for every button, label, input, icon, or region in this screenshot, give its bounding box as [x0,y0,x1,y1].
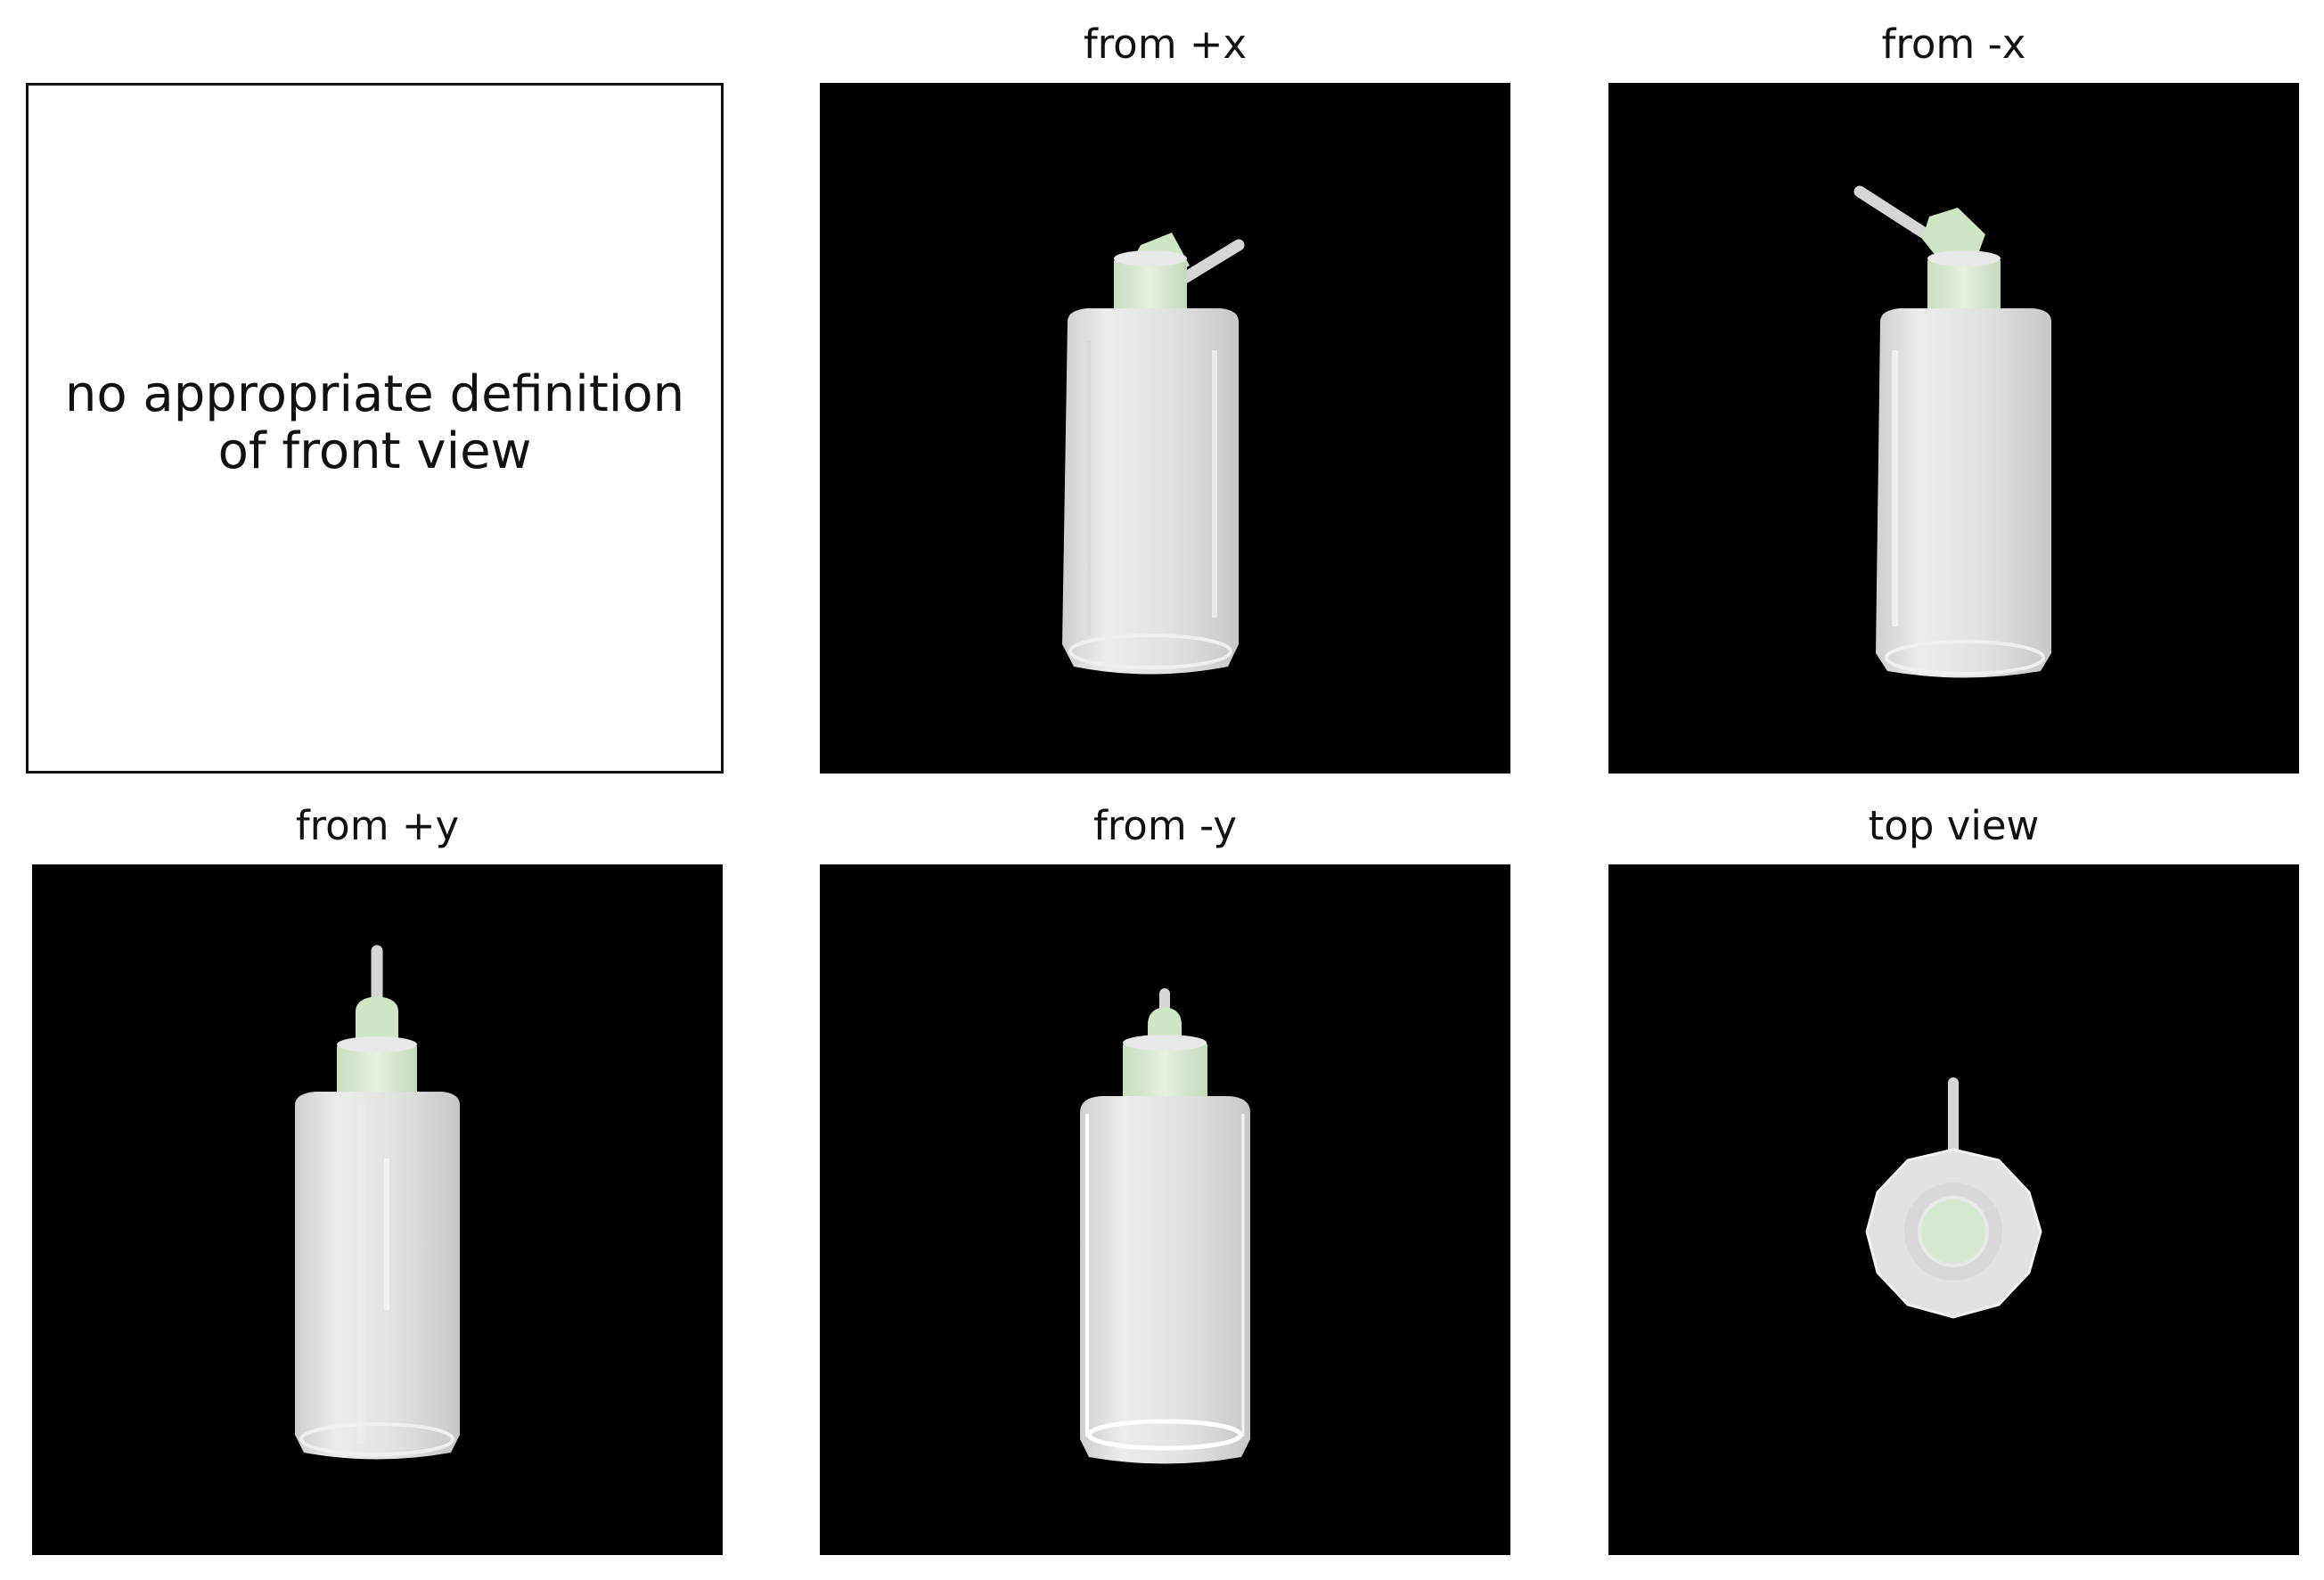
panel-title-neg-x: from -x [1881,20,2026,68]
front-view-message: no appropriate definition of front view [64,364,685,480]
view-from-pos-y [32,864,723,1555]
bottle-render-neg-y [1080,988,1250,1464]
panel-title-pos-x: from +x [1083,20,1248,68]
bottle-render-top [1865,1077,2042,1319]
view-from-pos-x [820,83,1510,774]
front-view-placeholder: no appropriate definition of front view [26,83,724,774]
panel-title-top: top view [1868,802,2040,849]
panel-title-neg-y: from -y [1092,802,1238,849]
panel-title-pos-y: from +y [295,802,460,849]
bottle-render-pos-x [1062,233,1245,675]
bottle-render-neg-x [1853,185,2051,678]
view-top [1608,864,2299,1555]
bottle-render-pos-y [295,945,460,1460]
view-from-neg-y [820,864,1510,1555]
view-from-neg-x [1608,83,2299,774]
